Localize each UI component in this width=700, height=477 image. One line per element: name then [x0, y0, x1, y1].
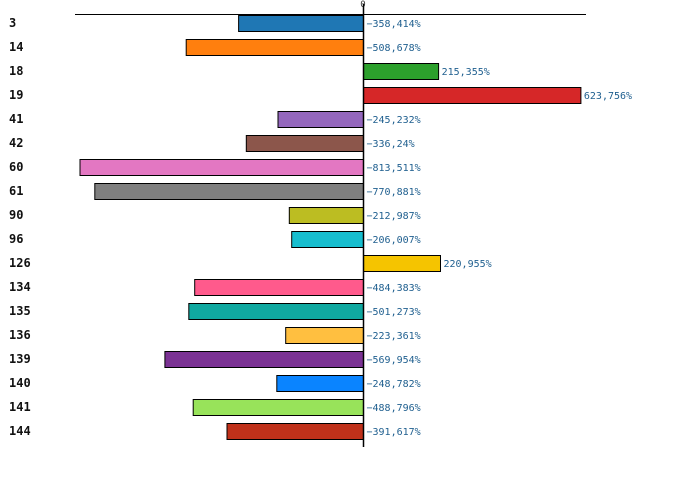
bar	[363, 87, 582, 104]
bar	[285, 327, 365, 344]
value-label: 220,955%	[444, 259, 492, 270]
category-label: 141	[9, 400, 31, 414]
value-label: 623,756%	[584, 91, 632, 102]
category-label: 139	[9, 352, 31, 366]
bar	[363, 63, 440, 80]
value-label: −391,617%	[367, 427, 421, 438]
category-label: 144	[9, 424, 31, 438]
category-label: 135	[9, 304, 31, 318]
category-label: 134	[9, 280, 31, 294]
bar	[277, 111, 364, 128]
value-label: −336,24%	[367, 139, 415, 150]
category-label: 140	[9, 376, 31, 390]
category-label: 14	[9, 40, 23, 54]
value-label: −358,414%	[367, 19, 421, 30]
value-label: −813,511%	[367, 163, 421, 174]
category-label: 60	[9, 160, 23, 174]
value-label: −212,987%	[367, 211, 421, 222]
bar	[238, 15, 365, 32]
bar	[194, 279, 364, 296]
category-label: 136	[9, 328, 31, 342]
bar	[188, 303, 364, 320]
value-label: −501,273%	[367, 307, 421, 318]
value-label: −770,881%	[367, 187, 421, 198]
bars-layer: 3 −358,414% 14 −508,678% 18 215,355% 19 623,756…	[9, 15, 632, 440]
category-label: 41	[9, 112, 23, 126]
category-label: 61	[9, 184, 23, 198]
value-label: −488,796%	[367, 403, 421, 414]
bar	[363, 255, 441, 272]
value-label: −484,383%	[367, 283, 421, 294]
bar	[185, 39, 364, 56]
bar	[226, 423, 364, 440]
bar	[164, 351, 364, 368]
value-label: −569,954%	[367, 355, 421, 366]
category-label: 18	[9, 64, 23, 78]
category-label: 96	[9, 232, 23, 246]
bar	[276, 375, 364, 392]
value-label: 215,355%	[442, 67, 490, 78]
value-label: −508,678%	[367, 43, 421, 54]
bar	[94, 183, 365, 200]
bar	[291, 231, 365, 248]
bar	[79, 159, 364, 176]
bar	[245, 135, 364, 152]
category-label: 19	[9, 88, 23, 102]
category-label: 3	[9, 16, 16, 30]
value-label: −206,007%	[367, 235, 421, 246]
value-label: −245,232%	[367, 115, 421, 126]
category-label: 42	[9, 136, 23, 150]
value-label: −248,782%	[367, 379, 421, 390]
bar	[288, 207, 364, 224]
bar	[192, 399, 364, 416]
category-label: 126	[9, 256, 31, 270]
value-label: −223,361%	[367, 331, 421, 342]
category-label: 90	[9, 208, 23, 222]
